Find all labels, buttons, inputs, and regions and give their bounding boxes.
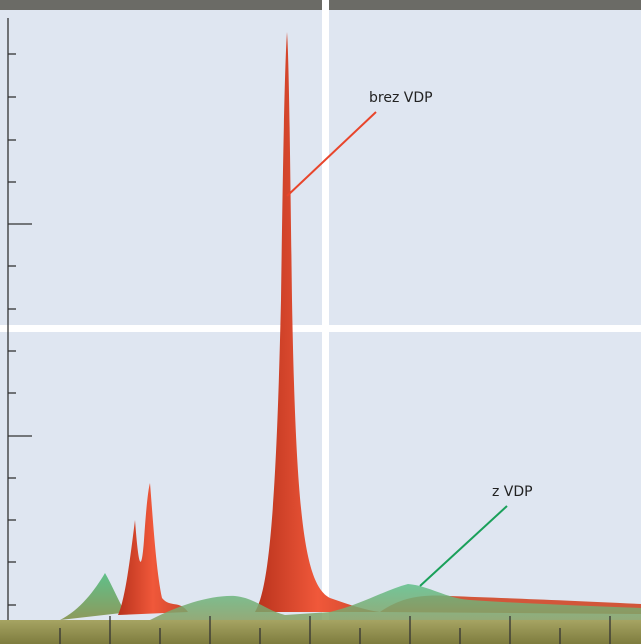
red-peaks-small — [118, 483, 188, 615]
left-ticks — [7, 18, 32, 640]
label-z-vdp: z VDP — [492, 484, 533, 500]
red-peak-main — [255, 32, 380, 612]
divider-vertical — [322, 0, 329, 644]
ground — [0, 620, 641, 644]
leader-green — [419, 505, 508, 587]
top-strip — [0, 0, 641, 10]
leader-red — [286, 111, 377, 197]
green-peak — [60, 573, 130, 620]
divider-horizontal — [0, 325, 641, 332]
bottom-ticks — [59, 616, 611, 644]
green-hills — [150, 584, 641, 626]
label-brez-vdp: brez VDP — [369, 90, 433, 106]
